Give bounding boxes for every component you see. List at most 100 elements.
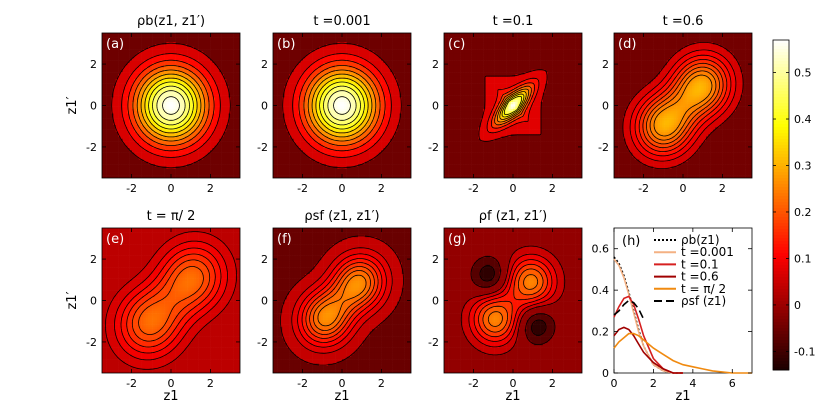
heatmap-cell (226, 166, 229, 169)
heatmap-cell (235, 141, 238, 144)
heatmap-cell (127, 58, 130, 61)
heatmap-cell (286, 72, 290, 75)
heatmap-cell (203, 37, 206, 41)
heatmap-cell (194, 131, 197, 135)
heatmap-cell (291, 53, 294, 57)
heatmap-cell (150, 95, 153, 98)
heatmap-cell (102, 69, 105, 73)
heatmap-cell (134, 138, 137, 142)
heatmap-cell (184, 60, 188, 64)
heatmap-cell (226, 44, 229, 48)
heatmap-cell (154, 143, 158, 146)
heatmap-cell (397, 49, 400, 52)
heatmap-cell (159, 51, 163, 54)
heatmap-cell (166, 51, 169, 54)
heatmap-cell (293, 51, 297, 54)
heatmap-cell (207, 95, 211, 98)
heatmap-cell (150, 46, 153, 50)
heatmap-cell (205, 108, 209, 112)
heatmap-cell (182, 69, 186, 73)
heatmap-cell (120, 129, 123, 133)
heatmap-cell (122, 111, 126, 114)
heatmap-cell (392, 42, 396, 45)
heatmap-cell (127, 42, 130, 45)
heatmap-cell (277, 42, 281, 45)
heatmap-cell (404, 39, 407, 43)
heatmap-cell (210, 104, 213, 107)
heatmap-cell (118, 49, 121, 52)
heatmap-cell (154, 111, 158, 114)
heatmap-cell (302, 51, 306, 54)
heatmap-cell (127, 56, 130, 59)
heatmap-cell (221, 95, 225, 98)
heatmap-cell (111, 56, 114, 59)
heatmap-cell (221, 111, 225, 114)
heatmap-cell (369, 58, 373, 61)
heatmap-cell (328, 37, 331, 41)
heatmap-cell (120, 113, 123, 117)
heatmap-cell (233, 102, 236, 105)
heatmap-cell (397, 33, 400, 36)
heatmap-cell (235, 125, 238, 128)
heatmap-cell (134, 106, 137, 110)
heatmap-cell (207, 44, 211, 48)
heatmap-cell (360, 65, 363, 68)
heatmap-cell (275, 60, 278, 64)
heatmap-cell (365, 67, 368, 71)
heatmap-cell (378, 42, 382, 45)
heatmap-cell (200, 102, 204, 105)
heatmap-cell (143, 62, 146, 66)
heatmap-cell (118, 72, 121, 75)
heatmap-cell (194, 46, 197, 50)
heatmap-cell (150, 154, 153, 158)
heatmap-cell (358, 69, 361, 73)
heatmap-cell (175, 51, 179, 54)
heatmap-cell (175, 60, 179, 64)
heatmap-cell (150, 102, 153, 105)
heatmap-cell (228, 58, 232, 61)
heatmap-cell (113, 97, 117, 100)
heatmap-cell (319, 33, 322, 36)
heatmap-cell (203, 138, 206, 142)
heatmap-cell (184, 129, 188, 133)
heatmap-cell (223, 58, 227, 61)
heatmap-cell (127, 39, 130, 43)
heatmap-cell (164, 56, 167, 59)
heatmap-cell (367, 35, 370, 38)
heatmap-cell (221, 58, 225, 61)
heatmap-cell (154, 108, 158, 112)
heatmap-cell (369, 42, 373, 45)
heatmap-cell (150, 79, 153, 82)
heatmap-cell (171, 150, 174, 153)
heatmap-cell (141, 164, 144, 167)
heatmap-cell (148, 62, 151, 66)
heatmap-cell (332, 37, 336, 41)
heatmap-cell (141, 157, 144, 160)
heatmap-cell (200, 145, 204, 149)
heatmap-cell (120, 60, 123, 64)
heatmap-cell (187, 154, 190, 158)
heatmap-cell (200, 46, 204, 50)
heatmap-cell (134, 173, 137, 176)
heatmap-cell (157, 171, 160, 174)
heatmap-cell (108, 129, 112, 133)
heatmap-cell (365, 33, 368, 36)
heatmap-cell (189, 171, 192, 174)
heatmap-cell (143, 134, 146, 137)
heatmap-cell (106, 44, 110, 48)
heatmap-cell (319, 53, 322, 57)
heatmap-cell (235, 152, 238, 156)
heatmap-cell (136, 39, 140, 43)
heatmap-cell (226, 79, 229, 82)
heatmap-cell (136, 72, 140, 75)
heatmap-cell (177, 118, 181, 121)
heatmap-cell (115, 51, 119, 54)
heatmap-cell (388, 65, 391, 68)
heatmap-cell (191, 152, 195, 156)
heatmap-cell (217, 46, 220, 50)
heatmap-cell (323, 65, 327, 68)
heatmap-cell (219, 168, 222, 172)
heatmap-cell (397, 58, 400, 61)
heatmap-cell (118, 95, 121, 98)
heatmap-cell (196, 173, 199, 176)
